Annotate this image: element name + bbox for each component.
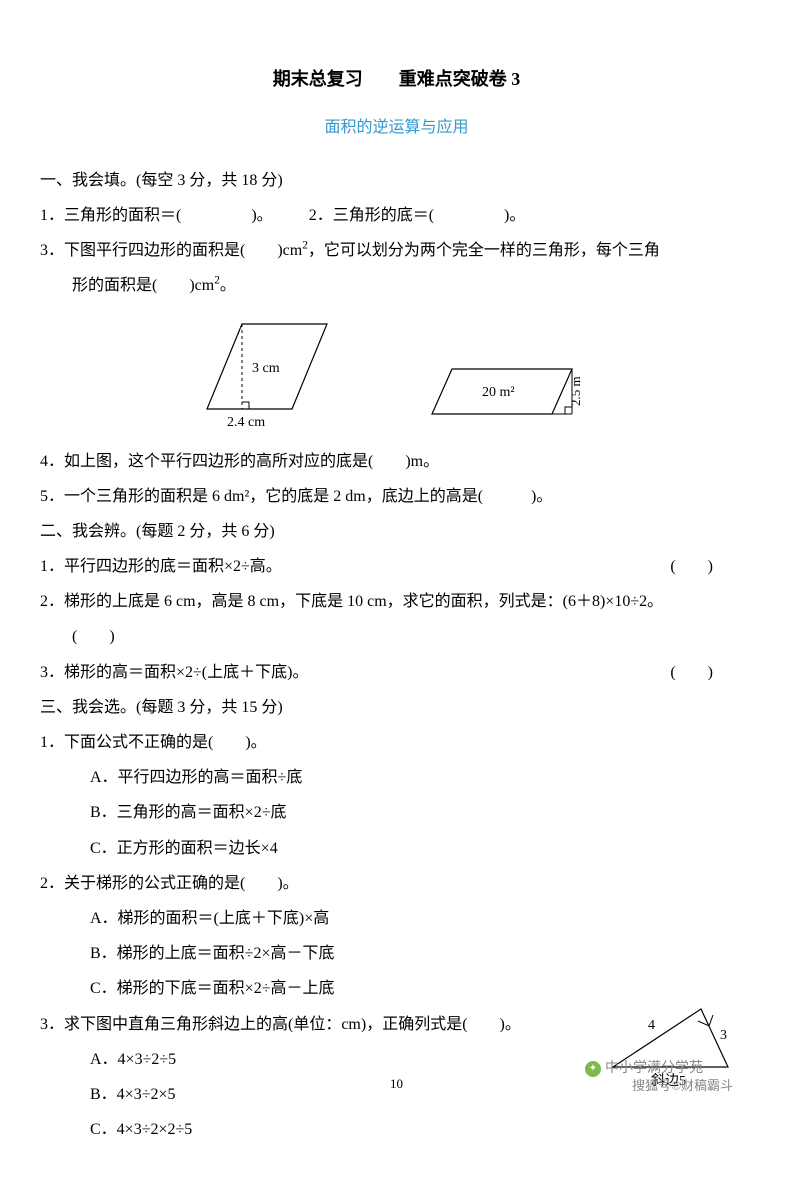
s3-q1-c: C．正方形的面积＝边长×4 (40, 831, 753, 866)
watermark-2: 搜狐号©财稿霸斗 (632, 1075, 733, 1094)
s1-q4: 4．如上图，这个平行四边形的高所对应的底是( )m。 (40, 444, 753, 479)
s2-q1-paren: ( ) (670, 549, 713, 584)
s1-q3-line2: 形的面积是( )cm2。 (40, 268, 753, 303)
fig2-area-label: 20 m² (482, 385, 515, 400)
s3-q1-a: A．平行四边形的高＝面积÷底 (40, 760, 753, 795)
parallelogram-figure-1: 3 cm 2.4 cm (197, 314, 347, 434)
fig2-side-label: 2.5 m (568, 376, 583, 406)
tri-b: 3 (720, 1028, 727, 1043)
page-subtitle: 面积的逆运算与应用 (40, 110, 753, 145)
s1-q1-label: 1．三角形的面积＝( (40, 207, 181, 224)
s3-q3-stem: 3．求下图中直角三角形斜边上的高(单位：cm)，正确列式是( )。 (40, 1007, 603, 1042)
s2-q1-text: 1．平行四边形的底＝面积×2÷高。 (40, 558, 282, 575)
s1-q2-label: 2．三角形的底＝( (309, 207, 434, 224)
s3-q1-stem: 1．下面公式不正确的是( )。 (40, 725, 753, 760)
section2-heading: 二、我会辨。(每题 2 分，共 6 分) (40, 514, 753, 549)
s1-q2-after: )。 (504, 207, 525, 224)
s3-q1-b: B．三角形的高＝面积×2÷底 (40, 795, 753, 830)
s1-q3-b: ，它可以划分为两个完全一样的三角形，每个三角 (308, 242, 660, 259)
s1-q1-after: )。 (251, 207, 272, 224)
page-title: 期末总复习 重难点突破卷 3 (40, 60, 753, 100)
s2-q1: 1．平行四边形的底＝面积×2÷高。 ( ) (40, 549, 753, 584)
parallelogram-figure-2: 20 m² 2.5 m (427, 354, 597, 434)
s2-q3-paren: ( ) (670, 655, 713, 690)
s2-q3: 3．梯形的高＝面积×2÷(上底＋下底)。 ( ) (40, 655, 753, 690)
fig1-height-label: 3 cm (252, 361, 280, 376)
s3-q3-c: C．4×3÷2×2÷5 (40, 1112, 603, 1147)
s3-q2-a: A．梯形的面积＝(上底＋下底)×高 (40, 901, 753, 936)
s3-q3-a: A．4×3÷2÷5 (40, 1042, 603, 1077)
s1-q3-a: 3．下图平行四边形的面积是( )cm (40, 242, 302, 259)
wechat-icon: ✦ (585, 1061, 601, 1077)
watermark-1: ✦ 中小学满分学苑 (585, 1057, 703, 1077)
s1-q3-line1: 3．下图平行四边形的面积是( )cm2，它可以划分为两个完全一样的三角形，每个三… (40, 233, 753, 268)
s3-q2-stem: 2．关于梯形的公式正确的是( )。 (40, 866, 753, 901)
s1-q3-c: 形的面积是( )cm (72, 277, 214, 294)
section3-heading: 三、我会选。(每题 3 分，共 15 分) (40, 690, 753, 725)
wm1-text: 中小学满分学苑 (605, 1061, 703, 1076)
s2-q2: 2．梯形的上底是 6 cm，高是 8 cm，下底是 10 cm，求它的面积，列式… (40, 584, 753, 619)
s1-q1-q2: 1．三角形的面积＝( )。 2．三角形的底＝( )。 (40, 198, 753, 233)
s2-q2-paren: ( ) (40, 619, 753, 654)
s1-q5: 5．一个三角形的面积是 6 dm²，它的底是 2 dm，底边上的高是( )。 (40, 479, 753, 514)
s1-q3-d: 。 (220, 277, 236, 294)
figure-row: 3 cm 2.4 cm 20 m² 2.5 m (40, 314, 753, 434)
s2-q3-text: 3．梯形的高＝面积×2÷(上底＋下底)。 (40, 664, 308, 681)
tri-a: 4 (648, 1018, 655, 1033)
section1-heading: 一、我会填。(每空 3 分，共 18 分) (40, 163, 753, 198)
fig1-base-label: 2.4 cm (227, 415, 265, 430)
s3-q2-b: B．梯形的上底＝面积÷2×高－下底 (40, 936, 753, 971)
